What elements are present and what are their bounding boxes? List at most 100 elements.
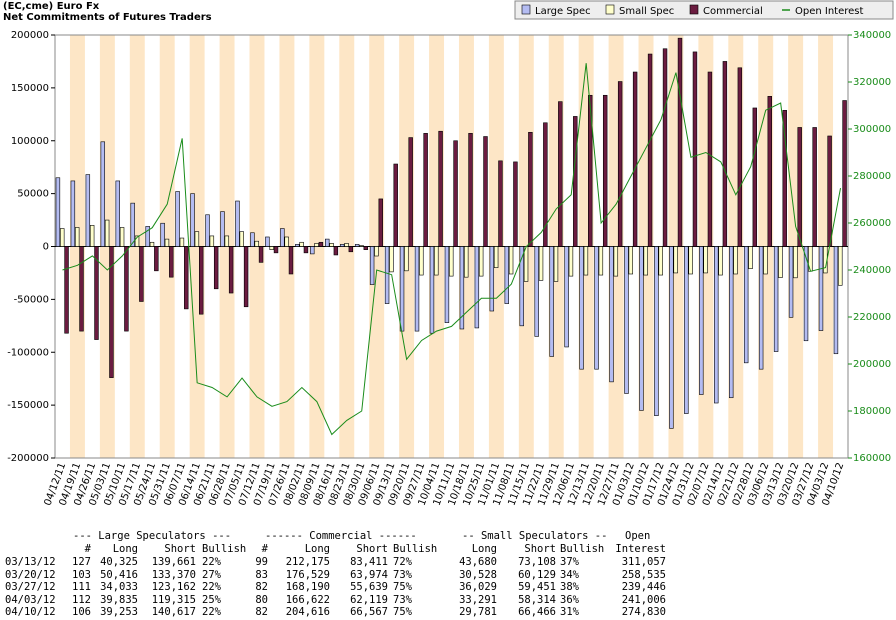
bar <box>130 202 135 247</box>
bar <box>662 48 668 247</box>
bar <box>748 246 753 270</box>
table-cell: 133,370 <box>151 568 196 581</box>
bar <box>788 246 794 318</box>
table-cell: 27% <box>202 568 221 581</box>
bar <box>154 246 159 272</box>
bar <box>423 133 428 247</box>
table-cell: 311,057 <box>621 556 666 568</box>
table-cell: 30,528 <box>459 568 497 581</box>
table-cell: 55,639 <box>350 581 388 593</box>
bar <box>478 246 484 277</box>
bar <box>504 246 509 304</box>
table-cell: 123,162 <box>151 581 196 593</box>
bar <box>543 122 548 247</box>
bar <box>692 51 698 247</box>
bar <box>714 246 719 404</box>
bar <box>654 246 659 416</box>
table-cell: 103 <box>72 568 91 581</box>
table-cell: Long <box>112 543 138 555</box>
table-cell: 40,325 <box>100 556 138 568</box>
table-cell: 22% <box>202 606 221 618</box>
table-cell: 34,033 <box>100 581 138 593</box>
bar <box>408 137 413 247</box>
chart-title: (EC,cme) Euro Fx <box>3 1 100 12</box>
bar <box>688 246 693 275</box>
table-cell: ------ Commercial ------ <box>265 530 417 542</box>
bar <box>119 227 125 247</box>
table-cell: 274,830 <box>621 606 666 618</box>
table-cell: 73,108 <box>518 556 556 568</box>
bar <box>179 237 185 247</box>
table-cell: 241,006 <box>621 593 666 606</box>
bar <box>70 180 76 247</box>
table-cell: 34% <box>560 568 579 581</box>
bar <box>359 245 364 247</box>
table-cell: 82 <box>255 581 268 593</box>
bar <box>579 246 584 370</box>
y2-tick-label: 200000 <box>853 359 891 370</box>
table-cell: 03/13/12 <box>5 556 56 568</box>
table-cell: 29,781 <box>459 606 497 618</box>
table-cell: 58,314 <box>518 593 556 606</box>
table-cell: 33,291 <box>459 593 497 606</box>
bar <box>483 136 488 247</box>
y-tick-label: 50000 <box>17 189 49 200</box>
bar <box>164 238 170 247</box>
y-tick-label: 150000 <box>11 83 49 94</box>
bar <box>594 246 599 370</box>
bar <box>737 67 743 247</box>
y-tick-label: 100000 <box>11 136 49 147</box>
bar <box>459 246 465 330</box>
bar <box>658 246 663 276</box>
bar <box>100 141 106 247</box>
table-cell: 212,175 <box>285 556 330 568</box>
table-cell: 66,567 <box>350 606 388 618</box>
bar <box>265 236 270 247</box>
bar <box>139 246 144 302</box>
bar <box>134 235 140 247</box>
bar <box>104 219 110 247</box>
bar <box>838 246 843 286</box>
bar <box>325 238 330 247</box>
y2-tick-label: 220000 <box>853 312 891 323</box>
bar <box>115 180 120 247</box>
bar <box>393 163 398 247</box>
bar <box>299 241 304 247</box>
bar <box>778 246 783 278</box>
bar <box>344 243 349 247</box>
bar <box>60 228 65 247</box>
bar <box>773 246 779 352</box>
table-cell: 176,529 <box>285 568 330 581</box>
bar <box>438 130 443 247</box>
bar <box>519 246 524 327</box>
bar <box>797 127 802 247</box>
y2-tick-label: 280000 <box>853 171 891 182</box>
bar <box>729 246 734 399</box>
chart-subtitle: Net Commitments of Futures Traders <box>3 12 212 23</box>
bar <box>339 244 345 247</box>
table-cell: 39,253 <box>100 606 138 618</box>
bar <box>803 246 809 342</box>
table-cell: Interest <box>615 543 666 555</box>
bar <box>145 226 150 247</box>
legend-swatch <box>689 4 699 15</box>
y-tick-label: 200000 <box>11 30 49 41</box>
table-cell: --- Large Speculators --- <box>73 530 232 542</box>
table-cell: 50,416 <box>100 568 138 581</box>
bar <box>205 214 210 247</box>
table-cell: 43,680 <box>459 556 497 568</box>
bar <box>553 246 559 282</box>
bar <box>295 244 300 247</box>
bar <box>235 200 240 247</box>
table-cell: 258,535 <box>621 568 666 581</box>
table-cell: 82 <box>255 606 268 618</box>
bar <box>239 231 244 247</box>
table-cell: 106 <box>72 606 91 618</box>
bar <box>55 177 61 247</box>
bar <box>588 94 593 247</box>
table-cell: 239,446 <box>621 581 666 593</box>
bar <box>453 140 458 247</box>
bar <box>348 246 354 253</box>
bar <box>474 246 480 329</box>
bar <box>639 246 644 411</box>
